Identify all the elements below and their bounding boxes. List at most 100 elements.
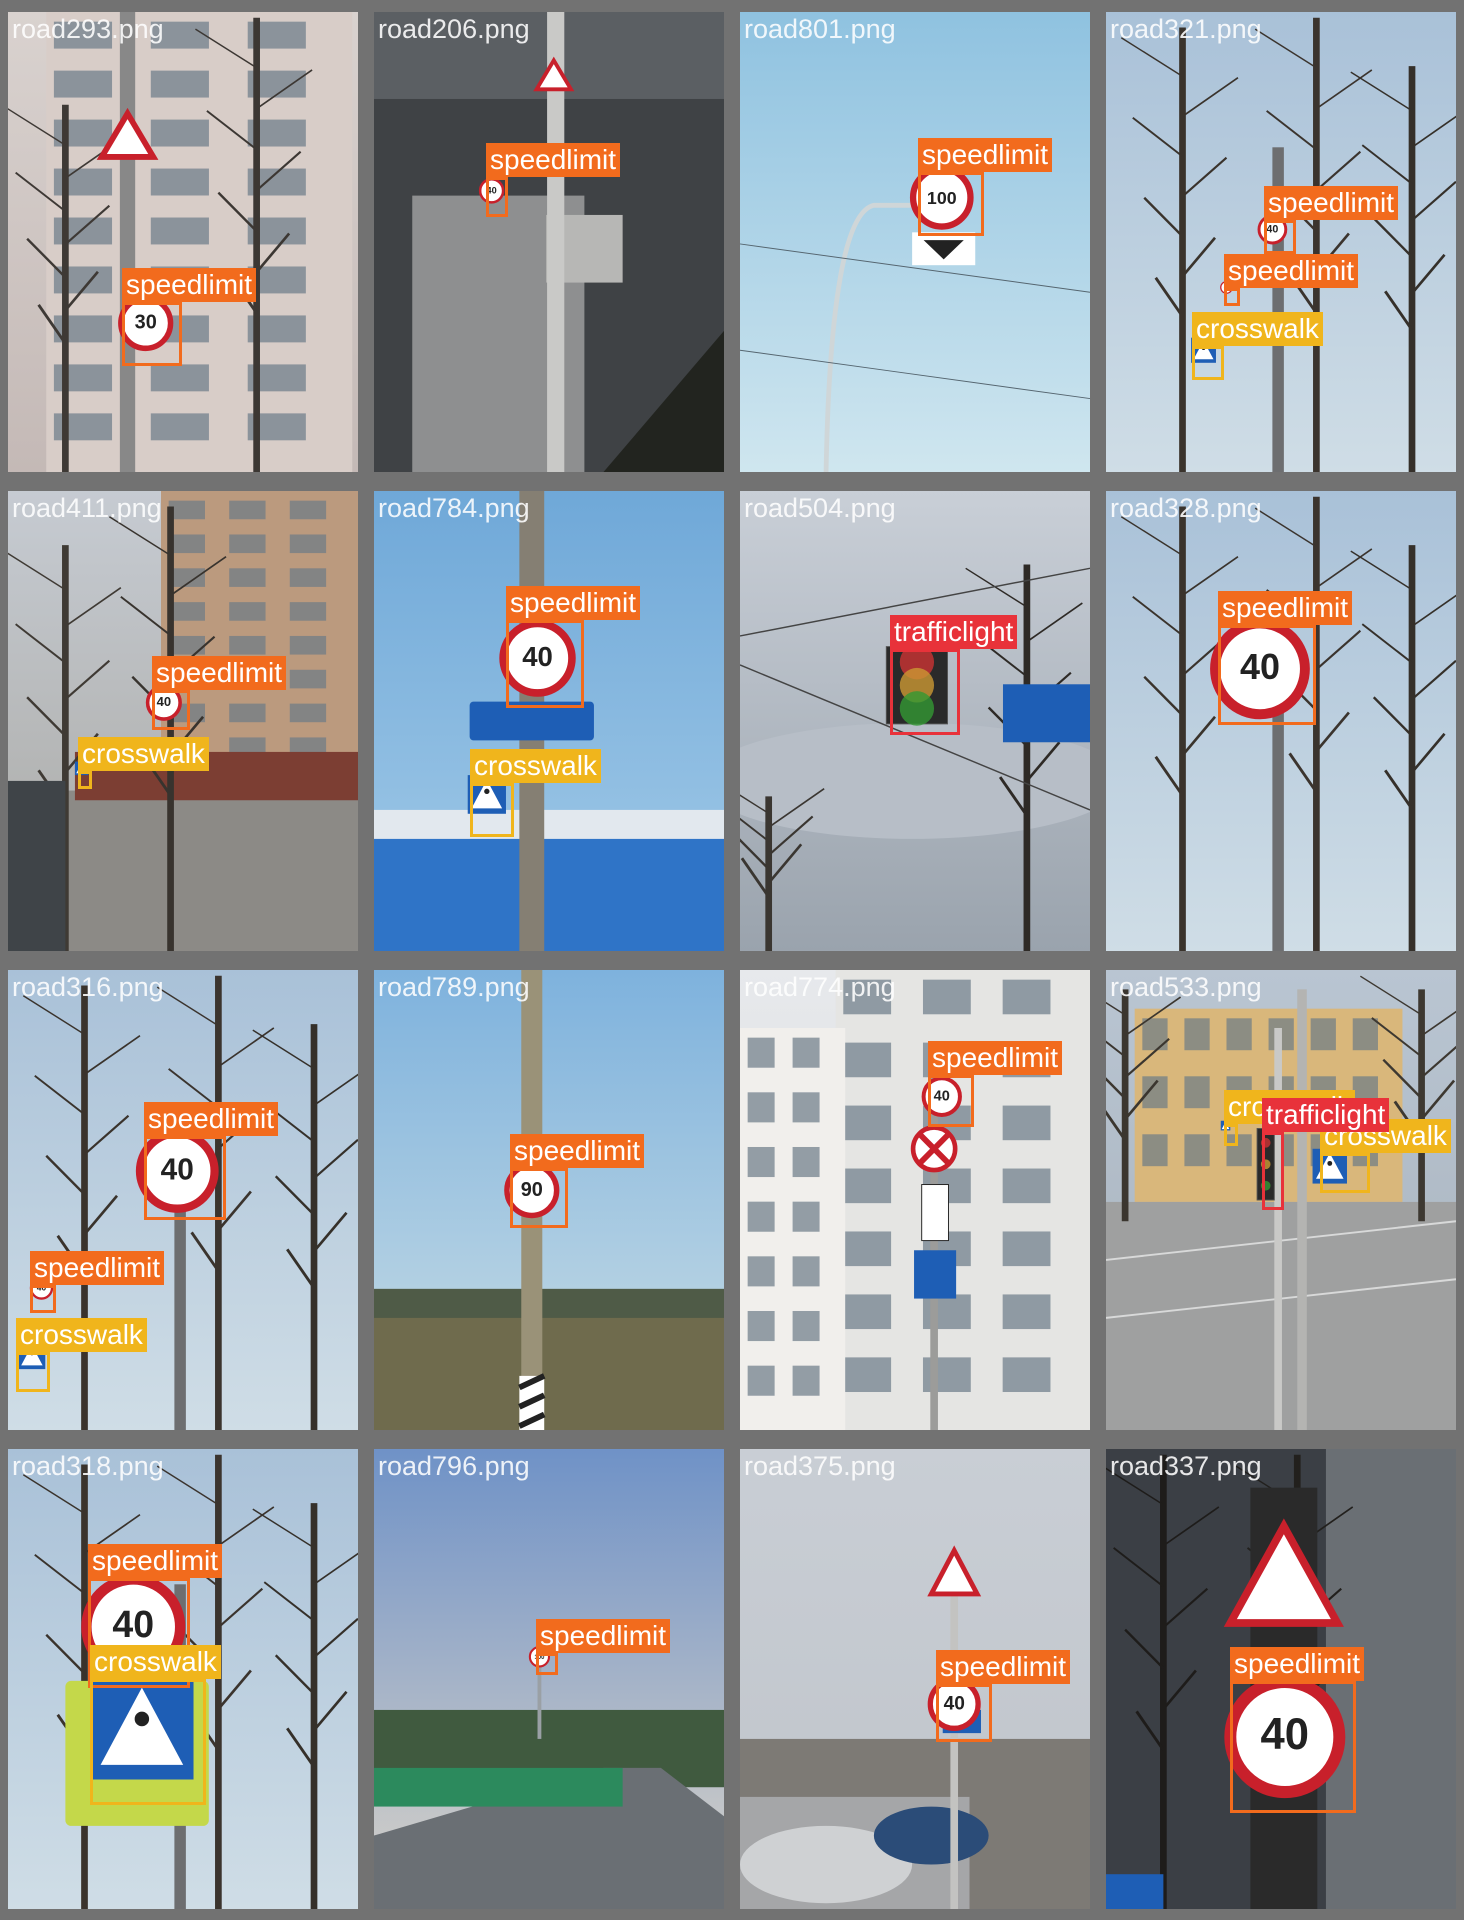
- speedlimit-label: speedlimit: [30, 1251, 165, 1285]
- file-name: road774.png: [744, 972, 896, 1002]
- scene-photo: 30: [8, 12, 358, 472]
- crosswalk-box: [16, 1352, 50, 1392]
- crosswalk-box: [1192, 346, 1224, 380]
- speedlimit-box: [1230, 1681, 1356, 1813]
- svg-text:100: 100: [927, 188, 957, 208]
- file-name: road321.png: [1110, 14, 1262, 44]
- scene-photo: 40: [374, 491, 724, 951]
- image-tile: 40 road206.png speedlimit: [366, 4, 732, 480]
- scene-photo: 100: [374, 1449, 724, 1909]
- image-tile: 40 road774.png speedlimit: [732, 962, 1098, 1438]
- file-name: road375.png: [744, 1451, 896, 1481]
- speedlimit-box: [510, 1168, 568, 1228]
- image-tile: 100 road801.png speedlimit: [732, 4, 1098, 480]
- speedlimit-label: speedlimit: [510, 1134, 645, 1168]
- crosswalk-label: crosswalk: [78, 737, 209, 771]
- speedlimit-label: speedlimit: [122, 268, 257, 302]
- crosswalk-box: [470, 783, 514, 837]
- scene-photo: 40: [374, 12, 724, 472]
- speedlimit-label: speedlimit: [1224, 254, 1359, 288]
- image-tile: 100 road796.png speedlimit: [366, 1441, 732, 1917]
- speedlimit-label: speedlimit: [1218, 591, 1353, 625]
- crosswalk-box: [78, 771, 92, 789]
- svg-text:40: 40: [487, 185, 497, 195]
- image-tile: road504.png trafficlight: [732, 483, 1098, 959]
- file-name: road411.png: [12, 493, 162, 523]
- file-name: road789.png: [378, 972, 530, 1002]
- speedlimit-box: [1218, 625, 1316, 725]
- svg-text:40: 40: [934, 1089, 950, 1105]
- svg-text:40: 40: [161, 1153, 194, 1186]
- scene-photo: 40: [8, 491, 358, 951]
- speedlimit-label: speedlimit: [506, 586, 641, 620]
- speedlimit-label: speedlimit: [486, 143, 621, 177]
- speedlimit-box: [506, 620, 584, 708]
- image-tile: 40 road328.png speedlimit: [1098, 483, 1464, 959]
- svg-text:40: 40: [1261, 1710, 1310, 1759]
- speedlimit-label: speedlimit: [928, 1041, 1063, 1075]
- file-name: road801.png: [744, 14, 896, 44]
- trafficlight-label: trafficlight: [1262, 1098, 1390, 1132]
- scene-photo: 40: [1106, 491, 1456, 951]
- speedlimit-label: speedlimit: [144, 1102, 279, 1136]
- speedlimit-label: speedlimit: [88, 1544, 223, 1578]
- speedlimit-label: speedlimit: [918, 138, 1053, 172]
- file-name: road504.png: [744, 493, 896, 523]
- image-tile: 40 road411.png speedlimit crosswalk: [0, 483, 366, 959]
- speedlimit-label: speedlimit: [1230, 1647, 1365, 1681]
- svg-text:40: 40: [157, 694, 171, 709]
- scene-photo: 40: [740, 970, 1090, 1430]
- speedlimit-box: [30, 1285, 56, 1313]
- scene-photo: 100: [740, 12, 1090, 472]
- file-name: road206.png: [378, 14, 530, 44]
- crosswalk-box: [1224, 1124, 1238, 1146]
- file-name: road318.png: [12, 1451, 164, 1481]
- svg-text:90: 90: [521, 1179, 543, 1201]
- image-tile: 40 road318.png speedlimit crosswalk: [0, 1441, 366, 1917]
- image-tile: 90 road789.png speedlimit: [366, 962, 732, 1438]
- file-name: road784.png: [378, 493, 530, 523]
- speedlimit-label: speedlimit: [1264, 186, 1399, 220]
- image-tile: 30 road293.png speedlimit: [0, 4, 366, 480]
- image-tile: 40 40 road316.png speedlimit speedlimit cross…: [0, 962, 366, 1438]
- speedlimit-box: [122, 302, 182, 366]
- speedlimit-box: [144, 1136, 226, 1220]
- file-name: road328.png: [1110, 493, 1262, 523]
- speedlimit-box: [536, 1653, 558, 1675]
- svg-text:30: 30: [135, 312, 157, 334]
- file-name: road337.png: [1110, 1451, 1262, 1481]
- svg-text:40: 40: [944, 1693, 965, 1714]
- crosswalk-box: [1320, 1153, 1370, 1193]
- image-tile: 40 road375.png speedlimit: [732, 1441, 1098, 1917]
- crosswalk-label: crosswalk: [1192, 312, 1323, 346]
- image-tile: road533.pngcrosswalkcrosswalktrafficligh…: [1098, 962, 1464, 1438]
- speedlimit-box: [1264, 220, 1296, 254]
- file-name: road293.png: [12, 14, 164, 44]
- svg-text:100: 100: [534, 1655, 545, 1661]
- svg-text:40: 40: [522, 641, 553, 672]
- speedlimit-box: [486, 177, 508, 217]
- trafficlight-label: trafficlight: [890, 615, 1018, 649]
- svg-text:40: 40: [112, 1603, 154, 1645]
- speedlimit-label: speedlimit: [536, 1619, 671, 1653]
- scene-photo: [740, 491, 1090, 951]
- speedlimit-label: speedlimit: [936, 1650, 1071, 1684]
- speedlimit-box: [1224, 288, 1240, 306]
- svg-text:40: 40: [1240, 646, 1280, 687]
- crosswalk-label: crosswalk: [470, 749, 601, 783]
- speedlimit-box: [152, 690, 190, 730]
- crosswalk-box: [90, 1679, 206, 1805]
- speedlimit-box: [918, 172, 984, 236]
- trafficlight-box: [1262, 1132, 1284, 1210]
- scene-photo: 90: [374, 970, 724, 1430]
- file-name: road796.png: [378, 1451, 530, 1481]
- speedlimit-box: [936, 1684, 992, 1742]
- image-tile: 40 road784.png speedlimit crosswalk: [366, 483, 732, 959]
- image-tile: 40 road337.png speedlimit: [1098, 1441, 1464, 1917]
- speedlimit-box: [928, 1075, 974, 1127]
- speedlimit-box: [88, 1578, 190, 1688]
- file-name: road533.png: [1110, 972, 1262, 1002]
